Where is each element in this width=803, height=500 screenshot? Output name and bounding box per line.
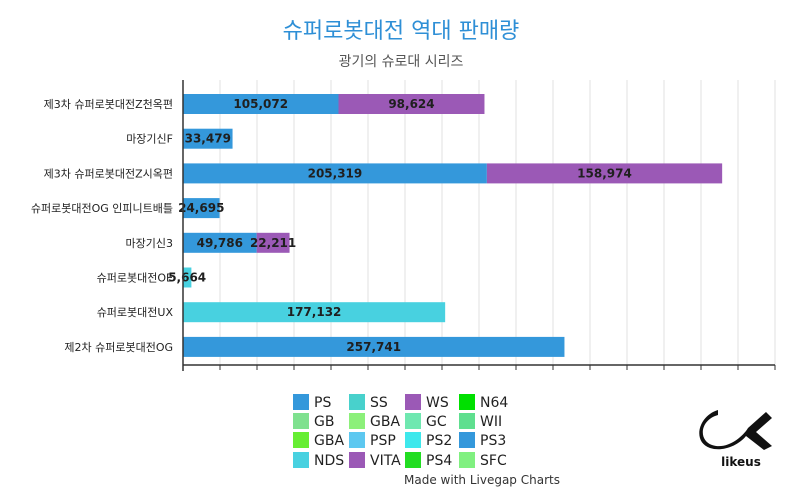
likeus-logo-icon	[699, 410, 772, 450]
legend-swatch	[459, 452, 475, 468]
grid-lines	[182, 80, 776, 370]
legend-swatch	[349, 394, 365, 410]
legend-label: GC	[426, 414, 447, 430]
legend-label: GB	[314, 414, 334, 430]
legend-swatch	[293, 413, 309, 429]
legend-swatch	[293, 394, 309, 410]
legend-label: GBA	[370, 414, 400, 430]
category-label: 제3차 슈퍼로봇대전Z시옥편	[44, 167, 173, 180]
bar-value-label: 5,664	[168, 271, 206, 285]
legend-label: WII	[480, 414, 502, 430]
bars: 105,072 98,624 33,479 205,319 158,974 24,695 4…	[168, 94, 723, 357]
legend-swatch	[405, 452, 421, 468]
bar-value-label: 257,741	[346, 340, 401, 354]
bar-value-label: 24,695	[178, 201, 224, 215]
legend-label: PS2	[426, 433, 452, 449]
bar-3ds	[183, 267, 192, 288]
legend-label: N64	[480, 395, 508, 411]
bar-value-label: 49,786	[197, 236, 243, 250]
legend-label: WS	[426, 395, 449, 411]
bar-ps4	[183, 198, 220, 219]
chart-subtitle: 광기의 슈로대 시리즈	[339, 54, 464, 70]
bar-value-label: 33,479	[185, 132, 231, 146]
category-label: 슈퍼로봇대전UX	[97, 306, 174, 319]
legend-swatch	[459, 432, 475, 448]
legend-swatch	[349, 432, 365, 448]
legend-swatch	[349, 452, 365, 468]
category-label: 마장기신3	[126, 237, 173, 250]
category-label: 마장기신F	[126, 133, 173, 146]
bar-3ds	[183, 302, 446, 323]
legend-swatch	[459, 413, 475, 429]
bar-vita	[486, 163, 723, 184]
legend-label: GBA	[314, 433, 344, 449]
bar-ps4	[183, 232, 257, 253]
legend: PS SS WS N64 GB GBA GC WII GBA PSP PS2 PS3 NDS VITA PS…	[293, 394, 508, 469]
category-label: 제2차 슈퍼로봇대전OG	[64, 341, 173, 354]
legend-swatch	[459, 394, 475, 410]
bar-value-label: 158,974	[577, 166, 632, 180]
legend-swatch	[293, 452, 309, 468]
legend-swatch	[405, 432, 421, 448]
legend-label: VITA	[370, 453, 401, 469]
bar-ps3	[183, 163, 487, 184]
category-label: 슈퍼로봇대전OG 인피니트배틀	[31, 202, 173, 215]
legend-label: NDS	[314, 453, 344, 469]
bar-ps3	[183, 94, 339, 114]
bar-vita	[256, 232, 290, 253]
bar-ps4	[183, 128, 233, 149]
legend-label: PS	[314, 395, 331, 411]
legend-label: PS4	[426, 453, 452, 469]
chart-title: 슈퍼로봇대전 역대 판매량	[283, 19, 520, 44]
legend-label: SFC	[480, 453, 507, 469]
logo-text: likeus	[721, 455, 761, 469]
bar-value-label: 105,072	[233, 97, 288, 111]
bar-ps3	[183, 336, 565, 357]
bar-vita	[338, 94, 485, 114]
bar-value-label: 177,132	[287, 305, 342, 319]
legend-swatch	[349, 413, 365, 429]
credit-text: Made with Livegap Charts	[404, 473, 560, 487]
bar-value-label: 205,319	[308, 166, 363, 180]
bar-value-label: 22,211	[250, 236, 296, 250]
category-label: 제3차 슈퍼로봇대전Z천옥편	[44, 97, 173, 111]
bar-value-label: 98,624	[388, 97, 434, 111]
category-label: 슈퍼로봇대전OE	[97, 272, 173, 285]
legend-swatch	[405, 394, 421, 410]
legend-label: SS	[370, 395, 388, 411]
legend-swatch	[405, 413, 421, 429]
legend-label: PSP	[370, 433, 396, 449]
legend-label: PS3	[480, 433, 506, 449]
legend-swatch	[293, 432, 309, 448]
